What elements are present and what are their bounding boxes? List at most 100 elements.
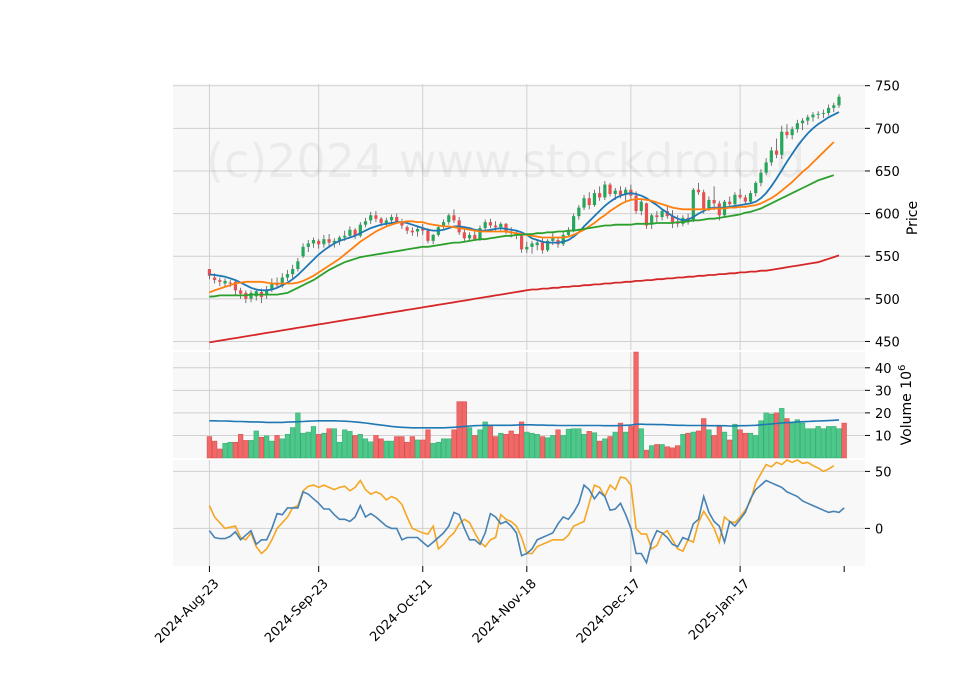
price-tick-label: 750 xyxy=(875,80,900,95)
candle-body xyxy=(223,280,227,284)
candle-body xyxy=(478,228,482,240)
candle-body xyxy=(291,269,295,275)
candle-body xyxy=(322,239,326,245)
volume-bar xyxy=(565,428,572,459)
candle-body xyxy=(317,240,321,245)
volume-bar xyxy=(539,436,546,459)
candle-body xyxy=(218,280,222,282)
volume-bar xyxy=(805,428,811,459)
candle-body xyxy=(207,269,212,276)
volume-bar xyxy=(571,428,577,459)
candle-body xyxy=(728,201,732,205)
candle-body xyxy=(389,217,394,221)
candle-body xyxy=(608,184,612,194)
volume-bar xyxy=(690,431,696,459)
candle-body xyxy=(806,117,810,121)
candle-body xyxy=(421,228,425,231)
candle-body xyxy=(363,221,368,225)
volume-bar xyxy=(373,435,379,459)
oscillator-panel-background xyxy=(173,460,865,566)
volume-bar xyxy=(253,430,259,459)
candle-body xyxy=(296,261,300,270)
volume-bar xyxy=(279,438,285,459)
volume-bar xyxy=(394,436,400,459)
volume-bar xyxy=(773,412,780,459)
candle-body xyxy=(504,223,508,232)
volume-bar xyxy=(716,426,722,459)
candle-body xyxy=(228,282,232,284)
volume-bars xyxy=(206,351,847,459)
candle-body xyxy=(285,274,290,278)
candle-body xyxy=(785,131,789,136)
oscillator-lines xyxy=(208,459,845,565)
ma_xlong-line xyxy=(209,254,840,344)
x-tick-label: 2024-Oct-21 xyxy=(367,576,435,644)
candle-body xyxy=(832,105,836,108)
volume-tick-label: 20 xyxy=(875,407,892,422)
volume-bar xyxy=(430,443,436,459)
volume-bar xyxy=(664,446,670,459)
candle-body xyxy=(415,228,420,232)
candle-body xyxy=(696,189,701,193)
x-tick-label: 2024-Nov-18 xyxy=(470,576,540,646)
candle-body xyxy=(265,289,269,296)
volume-bar xyxy=(487,426,493,459)
candle-body xyxy=(826,107,831,113)
candle-body xyxy=(483,222,487,229)
price-axis-title: Price xyxy=(905,201,921,235)
volume-bar xyxy=(669,447,676,459)
candle-body xyxy=(582,198,586,208)
candle-body xyxy=(566,230,571,235)
volume-bar xyxy=(212,440,218,459)
volume-bar xyxy=(649,445,655,459)
candle-body xyxy=(520,235,524,250)
volume-bar xyxy=(258,437,265,459)
volume-bar xyxy=(732,423,738,459)
volume-bar xyxy=(794,419,800,459)
price-panel-background xyxy=(173,84,865,350)
candle-body xyxy=(239,290,243,294)
volume-bar xyxy=(529,432,535,459)
volume-bar xyxy=(602,438,608,459)
candle-body xyxy=(546,240,550,251)
candle-body xyxy=(702,192,706,210)
candle-body xyxy=(613,190,617,194)
candle-body xyxy=(535,242,539,246)
candle-body xyxy=(821,112,825,114)
candle-body xyxy=(587,198,591,206)
volume-bar xyxy=(248,440,254,459)
volume-bar xyxy=(300,432,306,459)
candle-body xyxy=(691,189,695,221)
volume-bar xyxy=(628,426,634,459)
volume-bar xyxy=(477,429,483,459)
volume-bar xyxy=(534,434,540,459)
candle-body xyxy=(452,215,456,221)
watermark-text: (c)2024 www.stockdroid.d xyxy=(206,134,805,188)
volume-bar xyxy=(747,432,754,459)
ma_long-line xyxy=(209,174,835,298)
candle-body xyxy=(374,215,378,219)
candle-body xyxy=(343,235,347,238)
volume-bar xyxy=(305,431,311,459)
volume-bar xyxy=(383,440,389,459)
volume-bar xyxy=(264,435,270,459)
volume-bar xyxy=(623,431,629,459)
volume-bar xyxy=(581,434,587,459)
candle-body xyxy=(577,207,581,217)
candle-body xyxy=(712,199,716,204)
candle-body xyxy=(369,215,373,221)
volume-tick-label: 40 xyxy=(875,362,892,377)
x-tick-label: 2025-Jan-17 xyxy=(686,576,753,643)
volume-bar xyxy=(336,441,343,459)
volume-bar xyxy=(378,438,384,459)
volume-bar xyxy=(492,436,499,459)
volume-bar xyxy=(742,432,748,459)
volume-bar xyxy=(753,435,759,459)
candle-body xyxy=(774,150,779,155)
candle-body xyxy=(634,195,638,212)
volume-bar xyxy=(316,434,322,459)
candle-body xyxy=(467,234,472,239)
candle-body xyxy=(348,229,352,236)
volume-moving-average xyxy=(209,419,840,429)
